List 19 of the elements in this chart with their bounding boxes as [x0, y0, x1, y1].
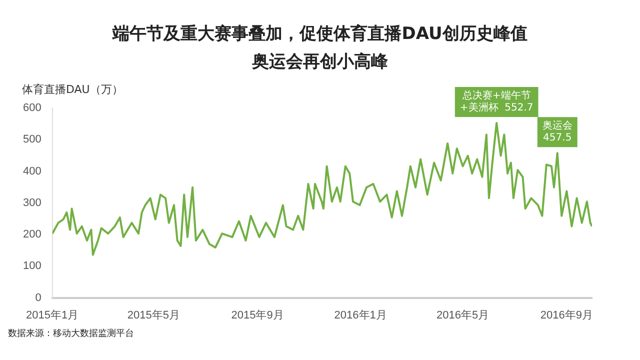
annotation: 奥运会 457.5: [542, 120, 572, 144]
y-tick-label: 300: [22, 196, 42, 209]
y-tick-label: 600: [22, 102, 42, 114]
x-tick-label: 2016年5月: [436, 309, 490, 322]
x-tick-label: 2015年1月: [26, 309, 79, 322]
y-tick-label: 0: [35, 292, 42, 304]
y-tick-label: 200: [22, 228, 42, 241]
x-tick-label: 2015年5月: [127, 309, 180, 322]
y-tick-label: 400: [22, 165, 42, 178]
source-note: 数据来源：移动大数据监测平台: [8, 328, 134, 340]
x-tick-label: 2016年9月: [540, 309, 593, 322]
y-tick-label: 500: [22, 134, 42, 146]
x-tick-label: 2016年1月: [334, 309, 387, 322]
annotation: 总决赛+端午节 +美洲杯 552.7: [460, 90, 534, 114]
y-tick-label: 100: [22, 260, 42, 272]
y-axis-title: 体育直播DAU（万）: [22, 82, 123, 97]
x-tick-label: 2015年9月: [231, 309, 284, 322]
chart-title: 端午节及重大赛事叠加，促使体育直播DAU创历史峰值: [111, 23, 528, 45]
chart-subtitle: 奥运会再创小高峰: [250, 51, 389, 73]
